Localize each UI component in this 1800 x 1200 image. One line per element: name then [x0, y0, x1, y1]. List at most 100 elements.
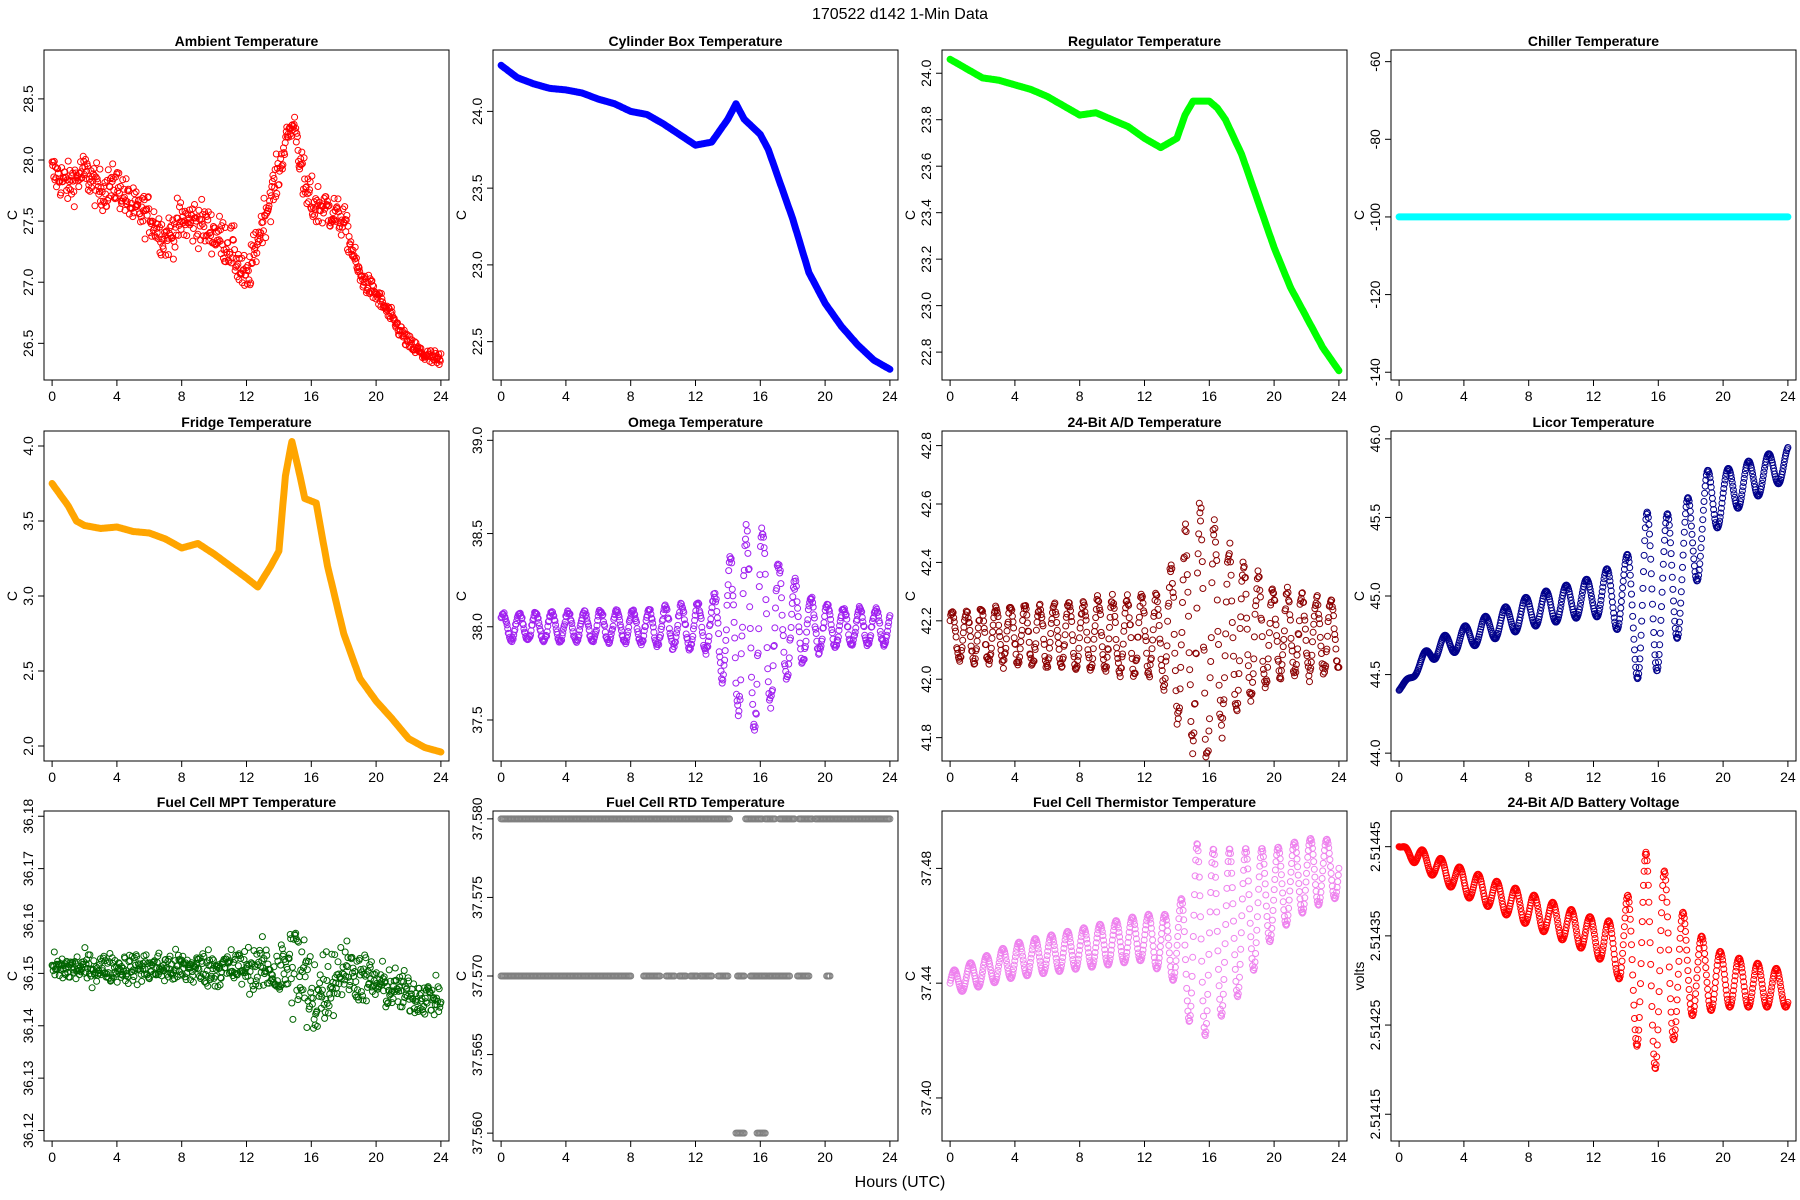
data-point	[876, 619, 884, 627]
data-point	[1186, 1012, 1194, 1019]
data-point	[1215, 681, 1223, 689]
data-point	[1617, 604, 1625, 612]
data-point	[1258, 616, 1266, 624]
data-point	[1286, 611, 1294, 619]
data-point	[1626, 564, 1634, 572]
data-point	[275, 181, 283, 189]
data-point	[258, 933, 266, 941]
data-point	[1077, 619, 1085, 627]
data-point	[277, 961, 285, 969]
data-point	[1123, 944, 1131, 952]
data-point	[1218, 734, 1226, 742]
data-point	[1284, 911, 1292, 919]
data-point	[1260, 670, 1268, 678]
data-point	[1167, 561, 1175, 569]
data-point	[606, 639, 613, 646]
data-point	[1669, 585, 1677, 593]
data-point	[1259, 665, 1267, 673]
data-point	[238, 980, 246, 988]
data-point	[1229, 900, 1237, 908]
data-point	[697, 615, 705, 622]
y-tick-label: 23.4	[918, 199, 934, 226]
data-point	[355, 264, 363, 272]
data-point	[1067, 613, 1075, 621]
data-point	[1011, 957, 1019, 965]
data-point	[198, 195, 206, 203]
data-point	[1685, 497, 1693, 505]
data-point	[1119, 640, 1127, 648]
data-point	[1077, 610, 1085, 618]
data-point	[1242, 590, 1250, 598]
data-point	[273, 977, 281, 985]
data-point	[433, 994, 440, 1002]
data-point	[1106, 958, 1113, 966]
data-point	[739, 590, 747, 598]
data-point	[673, 625, 681, 633]
data-point	[751, 723, 759, 731]
data-point	[1122, 952, 1130, 960]
data-point	[172, 231, 180, 239]
data-point	[1647, 555, 1655, 563]
data-point	[589, 638, 597, 646]
x-tick-label: 4	[1460, 769, 1468, 785]
data-point	[771, 624, 779, 632]
data-point	[1292, 661, 1300, 668]
data-point	[1328, 882, 1336, 890]
data-point	[227, 259, 235, 267]
data-point	[1211, 524, 1219, 532]
data-point	[314, 183, 322, 190]
data-point	[1215, 641, 1222, 648]
data-point	[1240, 856, 1248, 864]
data-point	[518, 614, 526, 622]
data-point	[743, 527, 751, 535]
data-point	[860, 622, 867, 630]
data-point	[339, 963, 347, 971]
data-point	[348, 953, 356, 961]
data-point	[1108, 941, 1116, 949]
data-point	[1044, 947, 1052, 955]
data-point	[1026, 962, 1034, 970]
data-point	[1259, 853, 1267, 861]
data-point	[119, 971, 127, 979]
data-point	[96, 165, 104, 173]
data-point	[290, 121, 298, 128]
data-point	[740, 1129, 748, 1137]
data-point	[1128, 655, 1136, 663]
data-point	[1303, 652, 1311, 660]
data-point	[1598, 592, 1606, 600]
data-point	[753, 680, 761, 688]
data-point	[405, 977, 413, 985]
y-tick-label: 23.2	[918, 245, 934, 272]
data-point	[1089, 960, 1097, 968]
data-point	[303, 966, 311, 974]
data-point	[1706, 474, 1714, 482]
data-point	[1236, 657, 1243, 665]
data-point	[1082, 612, 1089, 620]
data-point	[1108, 590, 1116, 598]
data-point	[1169, 976, 1177, 984]
y-tick-label: 27.5	[20, 207, 36, 234]
data-point	[379, 957, 386, 965]
data-point	[241, 948, 249, 955]
data-point	[949, 609, 957, 617]
data-point	[723, 601, 731, 609]
data-point	[1315, 610, 1322, 618]
data-point	[1292, 668, 1300, 676]
data-point	[1239, 880, 1247, 888]
data-point	[1030, 657, 1038, 665]
data-point	[1682, 503, 1690, 511]
data-point	[389, 995, 397, 1003]
data-series-licor	[1395, 444, 1792, 694]
y-tick-label: 36.12	[20, 1113, 36, 1148]
data-point	[1075, 951, 1083, 959]
data-point	[344, 222, 352, 230]
data-point	[1292, 843, 1300, 851]
data-point	[1017, 631, 1025, 639]
data-point	[1146, 915, 1154, 923]
data-point	[1307, 658, 1315, 666]
data-point	[1283, 920, 1291, 928]
data-point	[1758, 479, 1766, 487]
data-point	[767, 704, 775, 712]
